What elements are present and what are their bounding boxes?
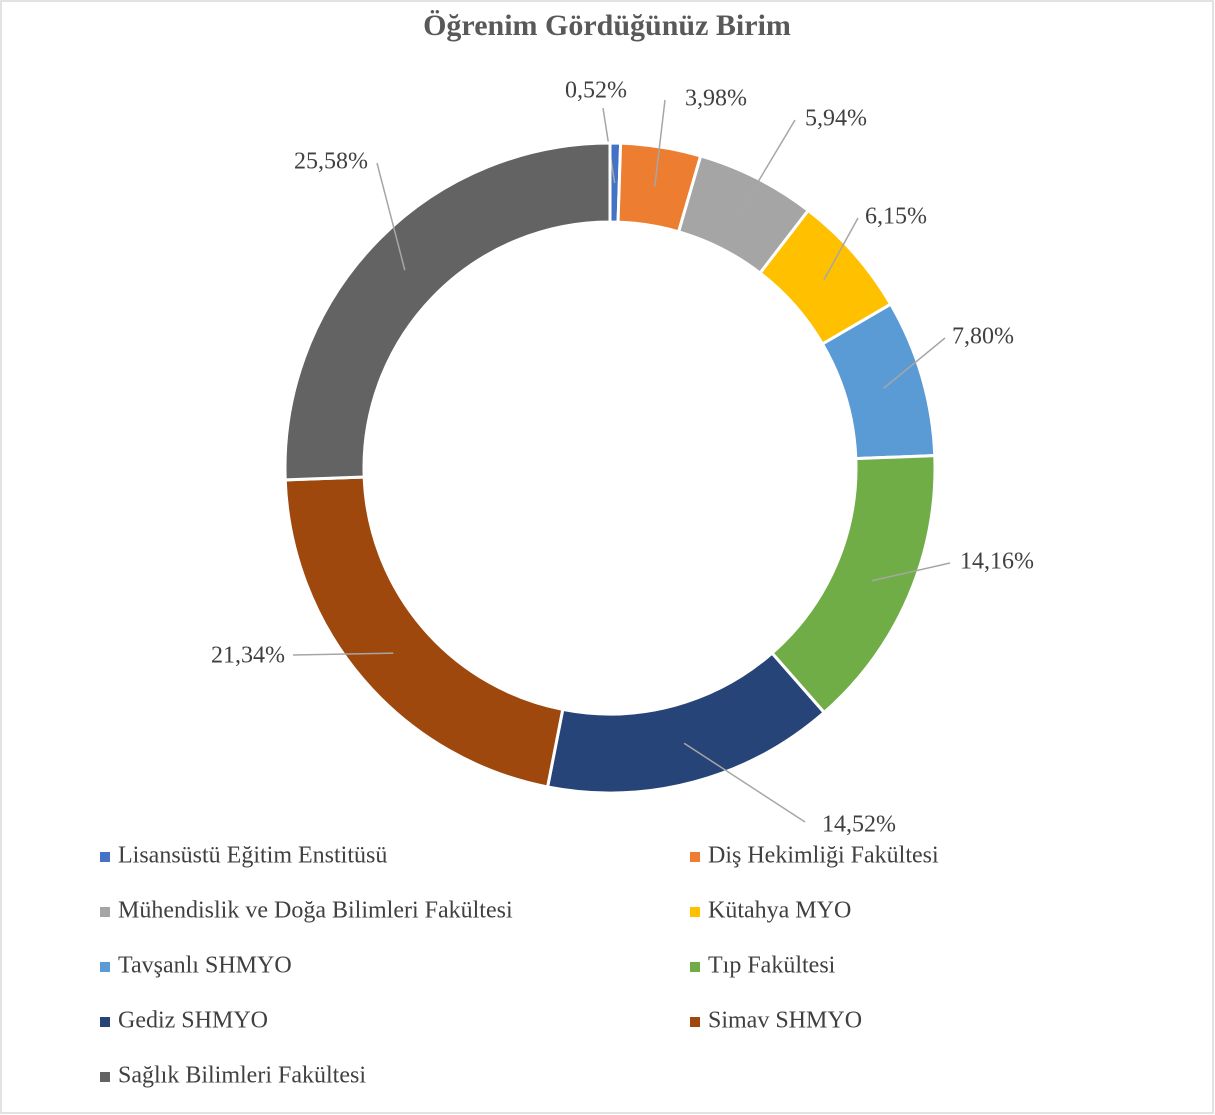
legend-swatch xyxy=(100,1017,110,1027)
legend-label: Tavşanlı SHMYO xyxy=(118,953,292,979)
legend-label: Simav SHMYO xyxy=(708,1008,862,1034)
legend-label: Sağlık Bilimleri Fakültesi xyxy=(118,1063,366,1089)
legend-swatch xyxy=(690,852,700,862)
leader-line xyxy=(292,652,394,656)
data-label: 6,15% xyxy=(865,204,927,230)
data-label: 7,80% xyxy=(952,324,1014,350)
data-label: 25,58% xyxy=(294,149,368,175)
data-label: 21,34% xyxy=(211,643,285,669)
legend-swatch xyxy=(690,1017,700,1027)
legend-label: Tıp Fakültesi xyxy=(708,953,836,979)
data-label: 14,52% xyxy=(822,812,896,838)
leader-line xyxy=(654,99,666,187)
chart-title: Öğrenim Gördüğünüz Birim xyxy=(423,9,791,42)
leader-line xyxy=(738,119,796,215)
leader-line xyxy=(871,562,951,582)
legend-label: Kütahya MYO xyxy=(708,898,851,924)
legend-label: Gediz SHMYO xyxy=(118,1008,268,1034)
data-label: 0,52% xyxy=(565,78,627,104)
legend-label: Mühendislik ve Doğa Bilimleri Fakültesi xyxy=(118,898,513,924)
leader-line xyxy=(376,162,406,271)
legend-label: Diş Hekimliği Fakültesi xyxy=(708,843,939,869)
donut-segment xyxy=(283,141,612,482)
legend-swatch xyxy=(100,907,110,917)
legend-swatch xyxy=(690,907,700,917)
data-label: 14,16% xyxy=(960,549,1034,575)
leader-line xyxy=(883,337,946,389)
data-label: 3,98% xyxy=(685,86,747,112)
legend-swatch xyxy=(100,962,110,972)
legend-swatch xyxy=(690,962,700,972)
leader-line xyxy=(823,217,859,281)
legend-swatch xyxy=(100,852,110,862)
legend-label: Lisansüstü Eğitim Enstitüsü xyxy=(118,843,387,869)
legend-swatch xyxy=(100,1072,110,1082)
data-label: 5,94% xyxy=(805,106,867,132)
leader-line xyxy=(683,742,806,823)
